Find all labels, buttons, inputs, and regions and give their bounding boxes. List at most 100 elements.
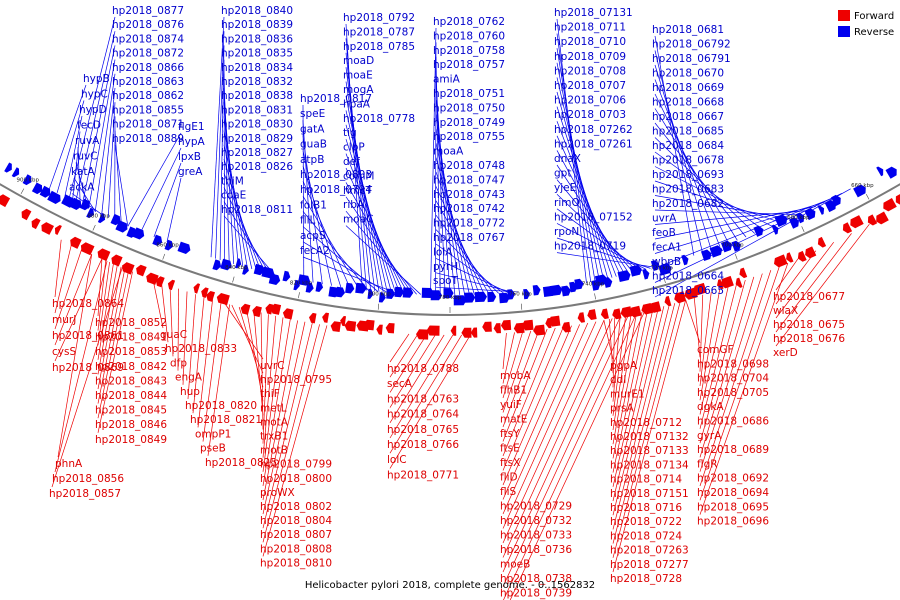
forward-gene-arrow — [193, 283, 201, 294]
reverse-gene-label-hypd: hypD — [79, 104, 107, 116]
forward-leader-line — [262, 315, 277, 458]
forward-gene-arrow — [482, 321, 492, 332]
forward-gene-label-hp2018-0704: hp2018_0704 — [697, 373, 769, 385]
reverse-gene-label-uvra: uvrA — [652, 213, 677, 225]
forward-leader-line — [231, 304, 264, 374]
reverse-gene-label-hp2018-0683: hp2018_0683 — [652, 184, 724, 196]
forward-gene-label-hp2018-07132: hp2018_07132 — [610, 431, 689, 443]
reverse-gene-label-hp2018-0708: hp2018_0708 — [554, 65, 626, 77]
forward-gene-label-hp2018-0677: hp2018_0677 — [773, 291, 845, 303]
reverse-leader-line — [166, 177, 182, 243]
scale-ticks: 900 kbp 880 kbp 860 kbp 840 kbp 820 kbp 800 k… — [17, 178, 874, 313]
map-caption: Helicobacter pylori 2018, complete genom… — [305, 580, 595, 591]
reverse-gene-label-kata: katA — [71, 166, 95, 178]
scale-tick-label: 860 kbp — [156, 242, 179, 248]
reverse-gene-label-hp2018-0685: hp2018_0685 — [652, 126, 724, 138]
forward-gene-arrow — [664, 295, 672, 307]
reverse-leader-line — [223, 158, 257, 271]
reverse-gene-arrow — [402, 287, 414, 298]
reverse-gene-label-hp2018-0817: hp2018_0817 — [300, 93, 372, 105]
forward-gene-label-pseb: pseB — [200, 443, 226, 455]
forward-gene-label-hp2018-0845: hp2018_0845 — [95, 405, 167, 417]
reverse-leader-line — [654, 180, 781, 223]
forward-leader-line — [612, 317, 616, 388]
forward-gene-arrow — [867, 214, 878, 226]
reverse-gene-arrow — [4, 162, 12, 173]
forward-gene-label-ftsx: ftsX — [500, 457, 520, 469]
forward-leader-line — [97, 269, 130, 419]
reverse-leader-line — [49, 84, 87, 189]
reverse-gene-label-hp2018-0669: hp2018_0669 — [652, 82, 724, 94]
reverse-gene-arrow — [282, 270, 291, 282]
reverse-gene-arrow — [617, 270, 631, 282]
reverse-gene-label-hp2018-0830: hp2018_0830 — [221, 119, 293, 131]
reverse-gene-arrow — [22, 174, 32, 186]
reverse-leader-line — [223, 187, 266, 273]
reverse-gene-arrow — [709, 245, 723, 258]
forward-gene-label-hp2018-0722: hp2018_0722 — [610, 516, 682, 528]
forward-leader-line — [502, 328, 548, 442]
reverse-leader-line — [435, 214, 495, 294]
forward-leader-line — [502, 332, 515, 384]
legend-forward-swatch — [838, 10, 850, 21]
forward-gene-arrow — [674, 291, 687, 304]
forward-gene-label-gyra: gyrA — [697, 430, 722, 442]
reverse-gene-arrow — [774, 214, 788, 227]
legend-reverse-label: Reverse — [854, 27, 894, 38]
reverse-gene-arrow — [79, 198, 90, 211]
forward-gene-label-hp2018-07151: hp2018_07151 — [610, 488, 689, 500]
reverse-leader-line — [430, 27, 437, 295]
forward-gene-arrow — [774, 254, 788, 268]
forward-gene-label-hup: hup — [180, 386, 200, 398]
reverse-leader-line — [435, 200, 490, 295]
reverse-gene-label-hp2018-0747: hp2018_0747 — [433, 174, 505, 186]
forward-leader-line — [612, 316, 621, 402]
reverse-leader-line — [72, 131, 81, 201]
reverse-gene-label-hp2018-0787: hp2018_0787 — [343, 26, 415, 38]
reverse-gene-arrow — [164, 239, 173, 251]
forward-gene-arrow — [533, 324, 546, 336]
forward-leader-line — [502, 327, 556, 457]
forward-leader-line — [502, 316, 621, 573]
forward-leader-line — [699, 270, 772, 487]
forward-gene-label-hp2018-0771: hp2018_0771 — [387, 469, 459, 481]
forward-gene-label-hp2018-0843: hp2018_0843 — [95, 375, 167, 387]
forward-leader-line — [152, 279, 164, 329]
scale-tick-mark — [162, 253, 166, 260]
forward-gene-arrow — [850, 215, 864, 229]
forward-leader-line — [182, 291, 188, 385]
reverse-gene-arrow — [69, 197, 82, 210]
forward-gene-arrow — [322, 312, 329, 323]
forward-leader-line — [389, 333, 410, 363]
reverse-gene-label-hp2018-0834: hp2018_0834 — [221, 62, 293, 74]
forward-leader-line — [262, 324, 320, 543]
reverse-leader-line — [210, 16, 225, 258]
reverse-gene-arrow — [345, 282, 355, 294]
forward-gene-arrow — [201, 287, 209, 298]
reverse-gene-label-hp2018-0836: hp2018_0836 — [221, 33, 293, 45]
reverse-gene-arrow — [658, 263, 672, 276]
reverse-gene-label-hp2018-0743: hp2018_0743 — [433, 189, 505, 201]
forward-gene-arrow — [309, 312, 317, 324]
reverse-leader-line — [556, 164, 630, 274]
forward-gene-label-hp2018-0675: hp2018_0675 — [773, 319, 845, 331]
reverse-gene-arrow — [132, 227, 145, 240]
reverse-gene-arrow — [430, 290, 443, 301]
reverse-gene-label-hmct: hmcT — [343, 185, 373, 197]
reverse-leader-line — [345, 153, 401, 294]
forward-gene-label-guac: guaC — [160, 329, 187, 341]
reverse-leader-line — [114, 130, 122, 224]
forward-leader-line — [699, 286, 729, 415]
forward-gene-arrow — [717, 279, 724, 290]
reverse-gene-label-hp2018-0751: hp2018_0751 — [433, 88, 505, 100]
reverse-leader-line — [345, 225, 422, 295]
reverse-gene-label-amia: amiA — [433, 74, 461, 86]
reverse-gene-label-hp2018-07262: hp2018_07262 — [554, 124, 633, 136]
forward-gene-label-hp2018-0800: hp2018_0800 — [260, 473, 332, 485]
forward-gene-label-hp2018-0696: hp2018_0696 — [697, 516, 769, 528]
reverse-gene-arrow — [474, 291, 487, 303]
forward-gene-arrow — [111, 254, 123, 267]
forward-leader-line — [699, 291, 712, 386]
reverse-gene-label-hypc: hypC — [81, 89, 108, 101]
reverse-leader-line — [435, 286, 519, 293]
